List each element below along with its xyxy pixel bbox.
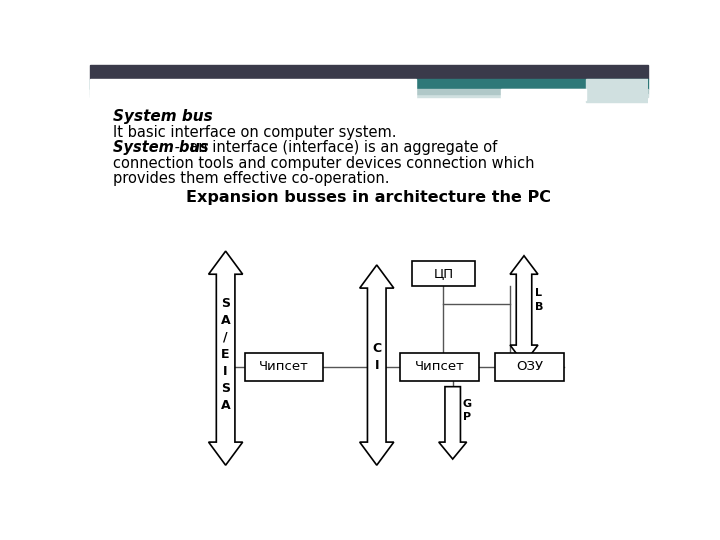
Bar: [245, 353, 323, 381]
Text: It basic interface on computer system.: It basic interface on computer system.: [113, 125, 397, 140]
Text: I: I: [374, 359, 379, 372]
Text: -  an interface (interface) is an aggregate of: - an interface (interface) is an aggrega…: [170, 140, 497, 156]
Bar: [90, 94, 648, 97]
Bar: [415, 79, 648, 90]
Text: A: A: [221, 399, 230, 411]
Text: ЦП: ЦП: [433, 267, 454, 280]
Text: Чипсет: Чипсет: [259, 360, 309, 373]
Bar: [495, 353, 564, 381]
Text: Expansion busses in architecture the PC: Expansion busses in architecture the PC: [186, 190, 552, 205]
Bar: [90, 90, 648, 94]
Bar: [90, 79, 648, 90]
Polygon shape: [438, 387, 467, 459]
Bar: [90, 65, 648, 79]
Text: S: S: [221, 297, 230, 310]
Polygon shape: [360, 265, 394, 465]
Text: I: I: [223, 364, 228, 378]
Text: Чипсет: Чипсет: [415, 360, 464, 373]
Text: provides them effective co-operation.: provides them effective co-operation.: [113, 171, 390, 186]
Polygon shape: [209, 251, 243, 465]
Text: A: A: [221, 314, 230, 327]
Text: connection tools and computer devices connection which: connection tools and computer devices co…: [113, 156, 535, 171]
Text: C: C: [372, 342, 382, 355]
Bar: [400, 353, 479, 381]
Bar: [500, 90, 586, 100]
Text: L: L: [535, 288, 542, 298]
Bar: [90, 65, 648, 79]
Bar: [90, 79, 415, 99]
Text: /: /: [223, 331, 228, 344]
Text: System bus: System bus: [113, 110, 213, 124]
Text: System bus: System bus: [113, 140, 209, 156]
Text: S: S: [221, 382, 230, 395]
Text: G: G: [463, 399, 472, 409]
Bar: [412, 261, 475, 286]
Text: ОЗУ: ОЗУ: [516, 360, 543, 373]
Text: E: E: [221, 348, 230, 361]
Text: B: B: [535, 301, 543, 312]
Bar: [415, 90, 648, 94]
Bar: [586, 79, 648, 102]
Text: P: P: [463, 413, 471, 422]
Polygon shape: [510, 256, 538, 363]
